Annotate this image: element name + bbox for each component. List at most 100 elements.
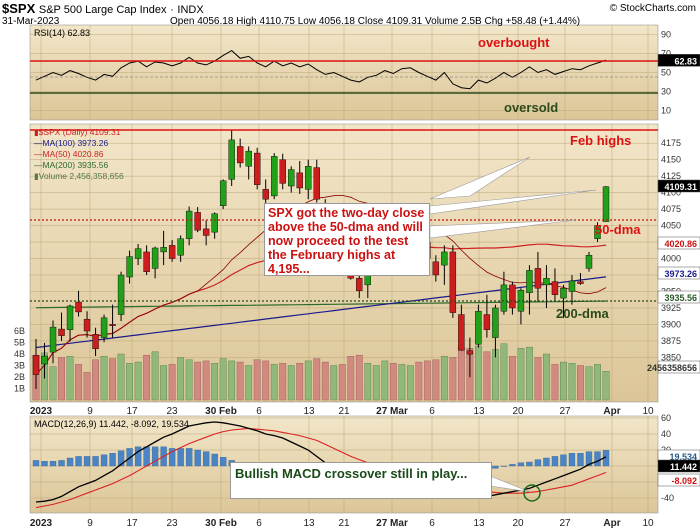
volume-bar [117, 353, 125, 401]
volume-bar [287, 365, 295, 401]
ma100-badge-bg [657, 266, 700, 280]
volume-bar [134, 361, 142, 401]
macd-histogram-bar [41, 461, 48, 467]
x-axis-label: 10 [642, 406, 654, 417]
candle-body [245, 150, 252, 167]
macd-histogram-bar [117, 450, 125, 467]
candle-body [126, 256, 133, 278]
index-name: S&P 500 Large Cap Index [38, 4, 167, 16]
volume-bars [32, 343, 610, 401]
macd-histogram-bar [49, 461, 57, 467]
volume-bar [219, 358, 227, 401]
x-axis-label: 2023 [30, 406, 53, 417]
ma50-badge: 4020.86 [664, 239, 697, 249]
candle-body [526, 270, 533, 294]
volume-bar [534, 357, 542, 401]
volume-bar [415, 361, 423, 401]
candle-body [177, 238, 184, 256]
candle-body [288, 169, 295, 187]
candle-body [441, 251, 448, 266]
macd-histogram-bar [194, 449, 201, 467]
macd-histogram-bar [92, 456, 99, 467]
candle-body [475, 311, 482, 345]
candle-body [100, 317, 108, 338]
x-axis-label-bottom: 2023 [30, 518, 53, 529]
price-tick-label: 4150 [661, 155, 681, 165]
candle-body [492, 307, 499, 338]
volume-tick-label: 4B [14, 349, 25, 359]
candle-body [262, 189, 269, 200]
macd-histogram-bar [568, 453, 576, 467]
candle-body [194, 212, 201, 231]
candle-body [585, 255, 593, 269]
volume-bar [270, 364, 278, 401]
volume-bar [432, 359, 440, 401]
watermark[interactable]: © StockCharts.com [609, 3, 696, 14]
volume-bar [364, 363, 372, 401]
macd-tick-label: -40 [661, 493, 674, 503]
candle-body [449, 251, 457, 313]
price-tick-label: 4075 [661, 204, 681, 214]
volume-bar [279, 363, 287, 401]
x-axis-label: 20 [512, 406, 524, 417]
price-callout-text: SPX got the two-day close above the 50-d… [264, 203, 430, 276]
volume-bar [126, 363, 133, 401]
x-axis-label-bottom: 27 Mar [376, 518, 408, 529]
macd-label: MACD(12,26,9) 11.442, -8.092, 19.534 [34, 419, 189, 429]
candle-body [296, 172, 303, 189]
x-axis-label-bottom: 20 [512, 518, 524, 529]
price-callout: SPX got the two-day close above the 50-d… [264, 203, 430, 276]
macd-histogram-bar [32, 460, 40, 467]
macd-histogram-bar [594, 451, 601, 467]
candle-body [483, 314, 491, 330]
volume-bar [194, 361, 202, 401]
macd-histogram-bar [75, 456, 82, 467]
ma200-badge-bg [657, 290, 700, 304]
macd-histogram-bar [534, 459, 542, 467]
volume-bar [58, 357, 65, 401]
ma200-label: 200-dma [556, 306, 610, 321]
candle-body [228, 139, 235, 180]
macd-badge: 11.442 [670, 462, 697, 472]
volume-bar [585, 366, 593, 401]
macd-histogram-bar [560, 454, 567, 467]
volume-bar [100, 356, 108, 401]
macd-histogram-bar [83, 456, 91, 467]
rsi-tick-label: 30 [661, 87, 671, 97]
price-tick-label: 3900 [661, 319, 681, 329]
feb-highs-label: Feb highs [570, 133, 631, 148]
x-axis-label: 6 [256, 406, 262, 417]
x-axis-label: 30 Feb [205, 406, 237, 417]
callout-pointer-lower [429, 219, 576, 239]
macd-histogram-bar [577, 453, 584, 467]
x-axis-label: 6 [429, 406, 435, 417]
candle-body [134, 248, 142, 259]
oversold-label: oversold [504, 100, 558, 115]
candle-body [92, 334, 99, 350]
volume-tick-label: 2B [14, 372, 25, 382]
candle-body [568, 280, 576, 292]
candle-body [594, 225, 601, 239]
candle-body [602, 186, 610, 222]
volume-bar [483, 351, 491, 401]
candle-body [305, 166, 312, 190]
rsi-tick-label: 50 [661, 68, 671, 78]
volume-bar [228, 360, 236, 401]
price-tick-label: 4000 [661, 254, 681, 264]
x-axis-label-bottom: 6 [256, 518, 262, 529]
volume-bar [160, 365, 168, 401]
rsi-label: RSI(14) 62.83 [34, 28, 90, 38]
signal-badge: -8.092 [671, 476, 697, 486]
volume-bar [389, 363, 397, 401]
macd-tick-label: 40 [661, 429, 671, 439]
legend-entry: —MA(100) 3973.26 [34, 138, 108, 148]
macd-histogram-bar [202, 451, 210, 467]
price-badge: 4109.31 [664, 182, 697, 192]
candle-body [109, 324, 116, 326]
volume-bar [109, 358, 116, 401]
candle-body [551, 281, 559, 295]
candle-body [543, 278, 550, 286]
volume-bar [577, 365, 584, 401]
volume-tick-label: 1B [14, 384, 25, 394]
x-axis-label: 27 [559, 406, 571, 417]
